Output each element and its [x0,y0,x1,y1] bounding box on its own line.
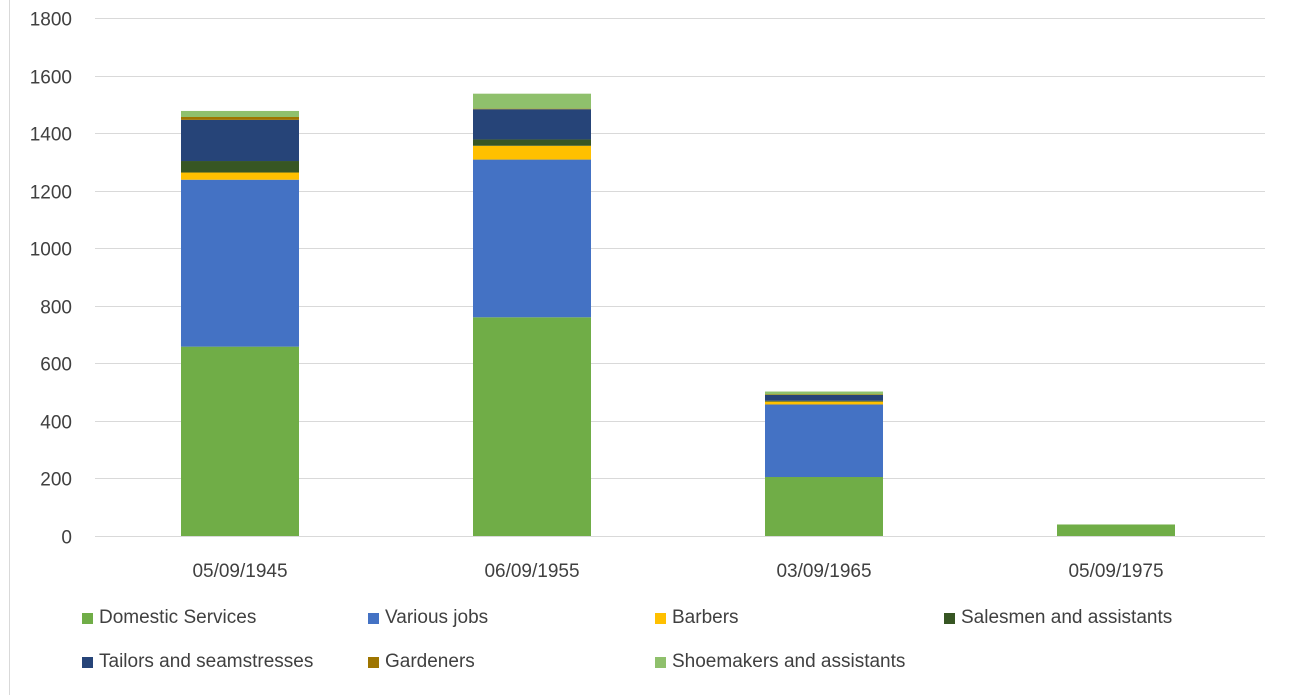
bar-segment-barbers [181,172,299,180]
x-tick-label: 05/09/1945 [192,561,287,582]
y-tick-label: 1400 [30,125,72,146]
bar-segment-tailors-and-seamstresses [473,109,591,140]
y-tick-label: 600 [40,355,72,376]
y-tick-label: 800 [40,298,72,319]
y-tick-label: 1800 [30,10,72,31]
x-axis-tick-labels: 05/09/1945 06/09/1955 03/09/1965 05/09/1975 [192,561,1163,582]
x-tick-label: 06/09/1955 [484,561,579,582]
bar-segment-shoemakers-and-assistants [181,110,299,117]
bar-segment-various-jobs [473,159,591,318]
bar-segment-barbers [473,145,591,160]
bar-segment-gardeners [765,394,883,395]
bar-segment-various-jobs [765,404,883,478]
bar-segment-domestic-services [1057,524,1175,536]
bar-segment-tailors-and-seamstresses [181,119,299,162]
chart-frame-border [9,0,10,695]
bar-stack [1057,524,1175,536]
bar-segment-barbers [765,401,883,405]
bar-segment-salesmen-and-assistants [765,400,883,402]
bar-segment-shoemakers-and-assistants [765,391,883,395]
bar-segment-gardeners [181,116,299,120]
y-tick-label: 0 [61,528,72,549]
bar-stacks [181,93,1175,536]
bar-segment-gardeners [473,108,591,110]
y-axis-tick-labels: 0 200 400 600 800 1000 1200 1400 1600 1800 [30,10,72,549]
x-tick-label: 03/09/1965 [776,561,871,582]
bar-stack [473,93,591,536]
bar-segment-salesmen-and-assistants [181,161,299,173]
bar-segment-shoemakers-and-assistants [473,93,591,109]
x-tick-label: 05/09/1975 [1068,561,1163,582]
y-tick-label: 1600 [30,68,72,89]
bar-stack [765,391,883,536]
bar-stack [181,110,299,536]
bar-segment-salesmen-and-assistants [473,139,591,146]
bar-segment-tailors-and-seamstresses [765,394,883,401]
bar-segment-domestic-services [473,317,591,536]
y-tick-label: 1000 [30,240,72,261]
bar-segment-domestic-services [181,346,299,536]
y-tick-label: 1200 [30,183,72,204]
bar-segment-domestic-services [765,477,883,536]
y-tick-label: 200 [40,470,72,491]
bar-segment-various-jobs [181,179,299,347]
y-tick-label: 400 [40,413,72,434]
